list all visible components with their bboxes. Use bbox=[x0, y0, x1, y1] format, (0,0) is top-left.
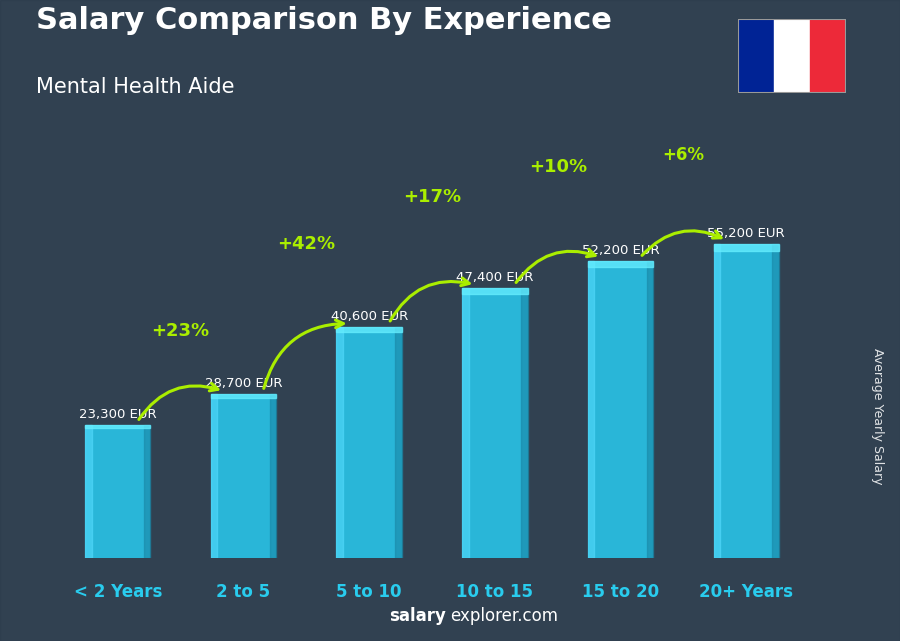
Bar bbox=[647, 261, 653, 558]
Bar bbox=[588, 261, 653, 267]
Bar bbox=[810, 19, 846, 93]
Text: explorer.com: explorer.com bbox=[450, 607, 558, 625]
Text: 52,200 EUR: 52,200 EUR bbox=[581, 244, 660, 256]
Bar bbox=[714, 244, 779, 251]
Bar bbox=[211, 394, 276, 398]
Bar bbox=[463, 288, 469, 558]
Text: +10%: +10% bbox=[528, 158, 587, 176]
Text: +6%: +6% bbox=[662, 146, 705, 164]
Text: Salary Comparison By Experience: Salary Comparison By Experience bbox=[36, 6, 612, 35]
Text: 28,700 EUR: 28,700 EUR bbox=[204, 378, 283, 390]
Bar bbox=[211, 394, 217, 558]
Bar bbox=[738, 19, 774, 93]
Text: 5 to 10: 5 to 10 bbox=[337, 583, 402, 601]
Bar bbox=[772, 244, 779, 558]
Bar bbox=[395, 327, 401, 558]
Bar bbox=[337, 327, 343, 558]
Bar bbox=[714, 244, 779, 558]
Bar bbox=[85, 425, 150, 428]
Text: salary: salary bbox=[389, 607, 446, 625]
Bar bbox=[337, 327, 401, 558]
Bar bbox=[774, 19, 810, 93]
Text: +42%: +42% bbox=[277, 235, 336, 253]
Bar bbox=[463, 288, 527, 294]
Text: 47,400 EUR: 47,400 EUR bbox=[456, 271, 534, 284]
Bar bbox=[211, 394, 276, 558]
Text: 23,300 EUR: 23,300 EUR bbox=[79, 408, 157, 421]
Bar bbox=[714, 244, 720, 558]
Text: < 2 Years: < 2 Years bbox=[74, 583, 162, 601]
Text: Mental Health Aide: Mental Health Aide bbox=[36, 77, 235, 97]
Bar bbox=[521, 288, 527, 558]
Text: 40,600 EUR: 40,600 EUR bbox=[330, 310, 408, 322]
Text: +23%: +23% bbox=[151, 322, 210, 340]
Bar bbox=[337, 327, 401, 332]
Bar bbox=[85, 425, 150, 558]
Text: 2 to 5: 2 to 5 bbox=[216, 583, 271, 601]
Text: 20+ Years: 20+ Years bbox=[699, 583, 793, 601]
Text: 15 to 20: 15 to 20 bbox=[582, 583, 659, 601]
Text: +17%: +17% bbox=[403, 188, 461, 206]
Bar bbox=[588, 261, 653, 558]
Bar bbox=[463, 288, 527, 558]
Bar bbox=[270, 394, 276, 558]
Bar bbox=[144, 425, 150, 558]
Bar bbox=[85, 425, 92, 558]
Bar bbox=[588, 261, 594, 558]
Text: 55,200 EUR: 55,200 EUR bbox=[707, 226, 785, 240]
Text: 10 to 15: 10 to 15 bbox=[456, 583, 534, 601]
Text: Average Yearly Salary: Average Yearly Salary bbox=[871, 349, 884, 485]
